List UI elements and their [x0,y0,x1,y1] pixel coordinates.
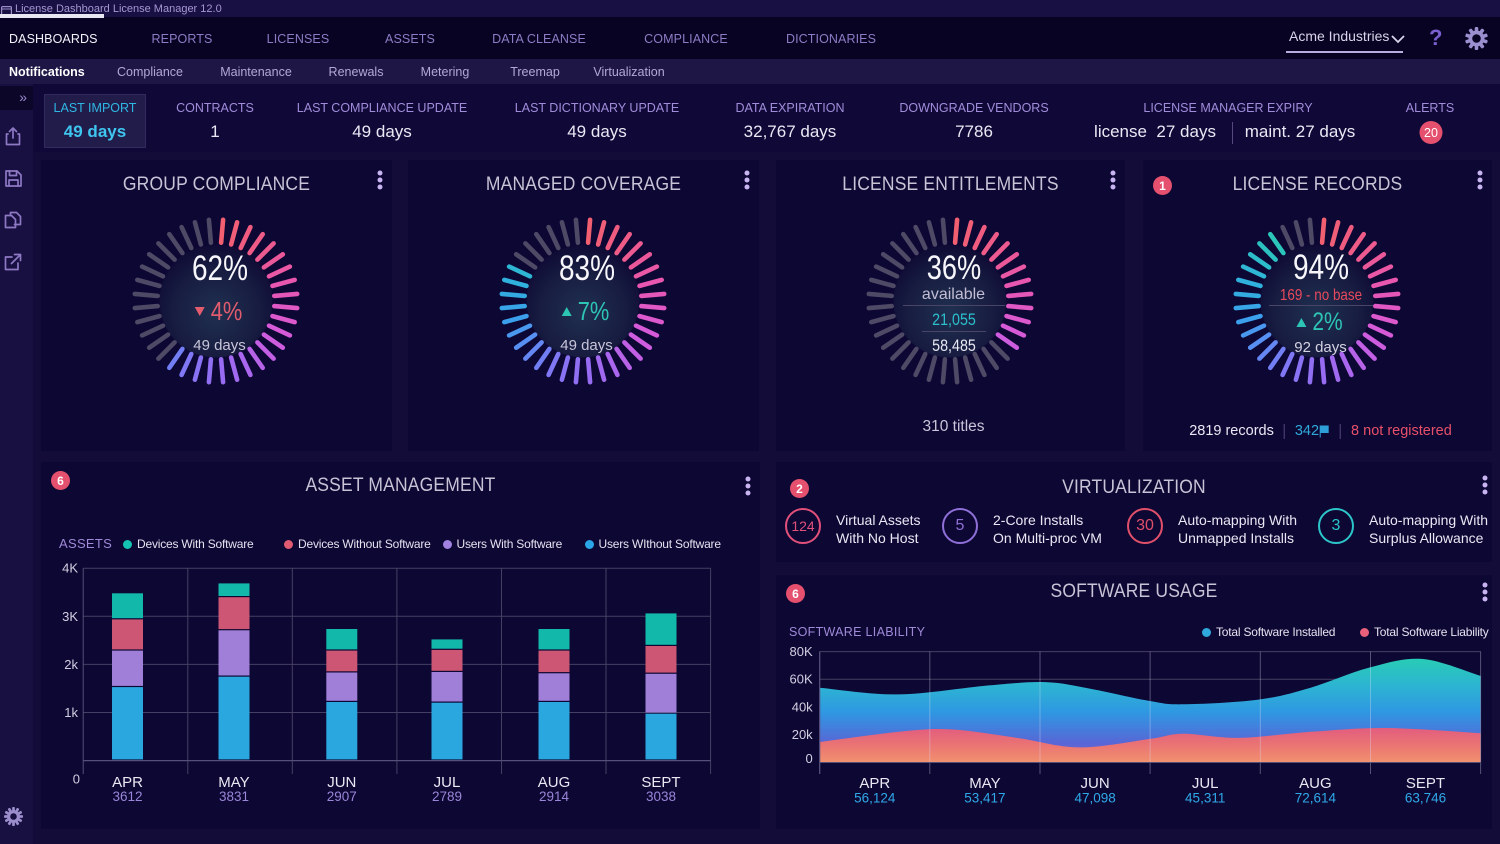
svg-text:47,098: 47,098 [1074,791,1115,806]
svg-text:3K: 3K [62,609,78,624]
svg-text:MAY: MAY [218,774,249,791]
svg-text:20k: 20k [792,727,813,742]
svg-text:3038: 3038 [646,789,676,804]
svg-text:APR: APR [859,775,890,792]
svg-text:53,417: 53,417 [964,791,1005,806]
svg-text:JUL: JUL [434,774,461,791]
svg-text:SEPT: SEPT [641,774,680,791]
svg-text:3612: 3612 [112,789,142,804]
svg-text:2k: 2k [64,657,78,672]
svg-text:80K: 80K [790,644,813,659]
svg-text:2914: 2914 [539,789,570,804]
svg-text:4K: 4K [62,561,78,576]
svg-text:40k: 40k [792,699,813,714]
svg-text:AUG: AUG [538,774,571,791]
svg-text:0: 0 [73,772,80,787]
svg-text:2789: 2789 [432,789,462,804]
svg-text:APR: APR [112,774,143,791]
svg-text:2907: 2907 [327,789,357,804]
svg-text:63,746: 63,746 [1405,791,1446,806]
svg-text:MAY: MAY [969,775,1000,792]
svg-text:56,124: 56,124 [854,791,896,806]
svg-text:JUN: JUN [1081,775,1110,792]
svg-text:JUN: JUN [327,774,356,791]
svg-text:45,311: 45,311 [1185,791,1225,806]
svg-text:60K: 60K [790,672,813,687]
svg-text:72,614: 72,614 [1295,791,1337,806]
svg-text:JUL: JUL [1192,775,1219,792]
svg-text:1k: 1k [64,705,78,720]
svg-text:3831: 3831 [219,789,249,804]
svg-text:0: 0 [805,751,812,766]
svg-text:SEPT: SEPT [1406,775,1445,792]
svg-text:AUG: AUG [1299,775,1332,792]
